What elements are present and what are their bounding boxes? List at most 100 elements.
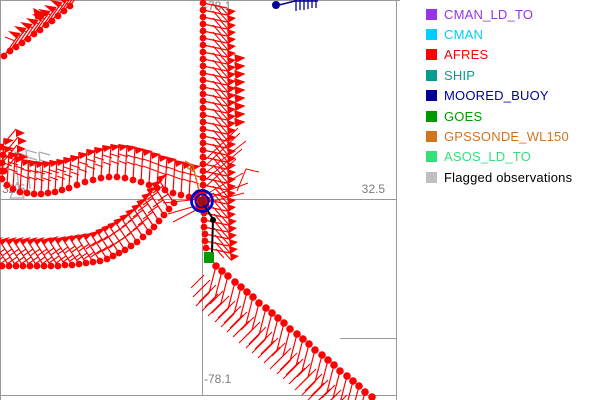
barb-staff — [347, 380, 354, 400]
barb-tick — [213, 227, 223, 238]
barb-pennant — [227, 169, 236, 177]
barb-tick — [212, 108, 222, 119]
barb-tick — [219, 33, 229, 44]
barb-pennant — [227, 155, 236, 163]
barb-tick — [221, 300, 236, 315]
barb-staff — [1, 145, 5, 180]
barb-staff — [33, 160, 37, 195]
barb-tick — [220, 215, 230, 226]
barb-tick — [219, 89, 229, 100]
barb-tick — [137, 203, 149, 212]
barb-tick — [35, 170, 46, 175]
barb-tick — [29, 248, 41, 257]
barb-tick — [71, 244, 83, 253]
barb-pennant — [0, 237, 10, 245]
barb-staff — [100, 144, 104, 179]
barb-tick — [126, 227, 138, 236]
barb-tick — [50, 247, 62, 256]
barb-tick — [212, 24, 222, 35]
barb-tick — [212, 143, 222, 154]
barb-tick — [42, 170, 53, 175]
barb-staff — [40, 160, 44, 195]
wind-barb-pennant — [234, 62, 246, 71]
barb-tick — [97, 235, 109, 244]
barb-pennant — [135, 147, 145, 154]
barb-tick — [219, 12, 229, 23]
obs-marker — [197, 196, 207, 206]
barb-staff — [68, 154, 72, 189]
barb-tick — [245, 334, 260, 349]
barb-tick — [212, 150, 222, 161]
barb-tick — [48, 255, 60, 264]
barb-staff — [326, 364, 335, 393]
barb-tick — [190, 274, 205, 289]
barb-tick — [212, 101, 222, 112]
station-dot — [368, 393, 376, 400]
barb-pennant — [48, 236, 59, 244]
barb-tick — [219, 145, 229, 156]
barb-tick — [277, 347, 292, 362]
barb-tick — [207, 302, 222, 317]
barb-tick — [14, 165, 25, 170]
wind-barb-pennant — [234, 102, 246, 111]
barb-pennant — [227, 64, 236, 72]
barb-staff — [132, 146, 136, 181]
barb-tick — [219, 173, 229, 184]
barb-tick — [36, 248, 48, 257]
barb-tick — [55, 255, 67, 264]
barb-tick — [6, 256, 18, 265]
barb-pennant — [9, 152, 19, 159]
barb-staff — [124, 144, 128, 179]
barb-tick — [132, 209, 144, 218]
barb-pennant — [27, 237, 38, 245]
barb-pennant — [18, 137, 27, 145]
barb-pennant — [228, 218, 237, 226]
storm-center-ring — [190, 189, 214, 213]
barb-tick — [219, 201, 229, 212]
legend-item-moored-buoy: MOORED_BUOY — [426, 86, 572, 106]
barb-tick — [34, 256, 46, 265]
barb-tick — [212, 73, 222, 84]
barb-staff — [220, 275, 229, 304]
barb-tick — [219, 110, 229, 121]
barb-tick — [219, 131, 229, 142]
barb-pennant — [16, 129, 25, 137]
barb-staff — [301, 343, 310, 372]
barb-tick — [283, 352, 298, 367]
barb-tick — [291, 367, 306, 382]
legend-item-goes: GOES — [426, 106, 572, 126]
barb-pennant — [15, 156, 25, 163]
barb-pennant — [227, 141, 236, 149]
legend-label: GPSSONDE_WL150 — [444, 129, 569, 145]
barb-pennant — [227, 92, 236, 100]
barb-staff — [245, 296, 254, 325]
barb-tick — [43, 247, 55, 256]
barb-pennant — [44, 5, 56, 13]
barb-tick — [64, 245, 76, 254]
legend-label: ASOS_LD_TO — [444, 149, 532, 165]
barb-pennant — [230, 253, 239, 261]
barb-tick — [13, 256, 25, 265]
wind-barb-line — [236, 168, 260, 192]
barb-tick — [78, 243, 90, 252]
barb-pennant — [227, 85, 236, 93]
legend-swatch-icon — [426, 131, 437, 143]
barb-tick — [28, 176, 38, 181]
barb-tick — [202, 284, 217, 299]
barb-tick — [212, 185, 222, 196]
barb-pennant — [227, 57, 236, 65]
barb-tick — [219, 19, 229, 30]
barb-staff — [233, 286, 242, 315]
barb-tick — [212, 164, 222, 175]
barb-staff — [164, 156, 168, 191]
legend-label: CMAN — [444, 27, 484, 43]
barb-tick — [212, 59, 222, 70]
barb-tick — [219, 61, 229, 72]
barb-tick — [219, 124, 229, 135]
barb-staff — [354, 385, 360, 400]
barb-staff — [54, 158, 58, 193]
barb-tick — [195, 292, 210, 307]
barb-tick — [264, 337, 279, 352]
